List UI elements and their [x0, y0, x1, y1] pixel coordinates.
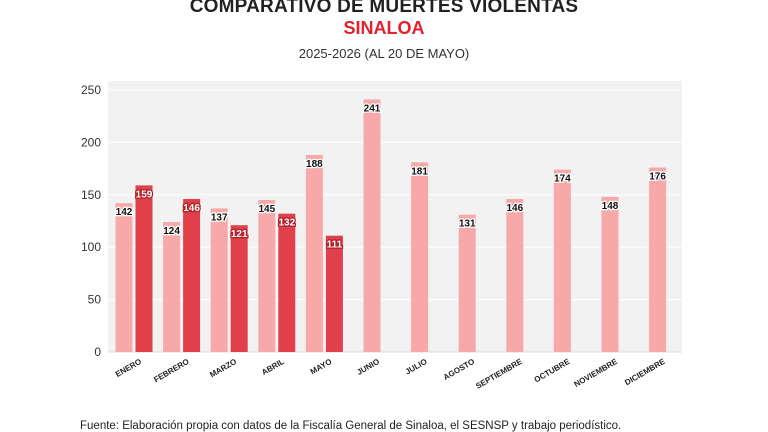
data-label-2025: 241 — [364, 103, 381, 114]
bar-2025 — [210, 208, 228, 352]
bar-2025 — [506, 198, 524, 352]
data-label-2025: 188 — [306, 159, 323, 170]
data-label-2026: 146 — [183, 203, 200, 214]
data-label-2025: 137 — [211, 212, 228, 223]
x-tick-label: JUNIO — [355, 357, 381, 377]
data-label-2026: 121 — [231, 229, 248, 240]
data-label-2025: 142 — [116, 207, 133, 218]
bar-2025 — [163, 222, 181, 352]
x-tick-label: ABRIL — [260, 357, 286, 377]
bar-2026 — [183, 198, 201, 352]
bar-2025 — [411, 162, 429, 352]
bar-2025 — [305, 154, 323, 352]
plot-area — [108, 81, 682, 352]
data-label-2025: 146 — [506, 203, 523, 214]
bar-2025 — [553, 169, 571, 352]
bar-2026 — [278, 213, 296, 352]
data-label-2026: 111 — [327, 240, 343, 251]
data-label-2026: 159 — [136, 189, 153, 200]
y-tick-label: 250 — [81, 83, 101, 97]
x-tick-label: SEPTIEMBRE — [474, 357, 524, 391]
data-label-2025: 131 — [459, 219, 476, 230]
y-tick-label: 50 — [88, 293, 102, 307]
data-label-2026: 132 — [278, 218, 295, 229]
x-tick-label: NOVIEMBRE — [573, 357, 620, 389]
x-tick-label: DICIEMBRE — [623, 357, 667, 388]
source-note: Fuente: Elaboración propia con datos de … — [80, 420, 622, 432]
x-tick-label: ENERO — [114, 357, 143, 379]
x-tick-label: OCTUBRE — [533, 357, 572, 385]
x-tick-label: AGOSTO — [442, 357, 476, 382]
y-tick-label: 150 — [81, 188, 101, 202]
y-tick-label: 0 — [94, 345, 101, 359]
data-label-2025: 145 — [258, 204, 275, 215]
data-label-2025: 176 — [649, 172, 666, 183]
data-label-2025: 124 — [163, 226, 180, 237]
data-label-2025: 181 — [411, 166, 428, 177]
bar-2026 — [135, 185, 153, 352]
bar-2026 — [230, 225, 248, 352]
chart-subtitle: SINALOA — [343, 18, 425, 38]
data-label-2025: 174 — [554, 174, 571, 185]
bar-2025 — [601, 196, 619, 352]
chart-period: 2025-2026 (AL 20 DE MAYO) — [298, 46, 470, 61]
bar-2025 — [649, 167, 667, 352]
bar-2026 — [325, 235, 343, 352]
y-tick-label: 100 — [81, 240, 101, 254]
bar-2025 — [363, 99, 381, 352]
bar-2025 — [458, 214, 476, 352]
x-tick-label: MAYO — [309, 357, 334, 376]
x-tick-label: MARZO — [208, 357, 238, 379]
x-tick-label: FEBRERO — [152, 357, 190, 384]
y-tick-label: 200 — [81, 135, 101, 149]
x-tick-label: JULIO — [404, 357, 429, 377]
data-label-2025: 148 — [602, 201, 619, 212]
chart-title: COMPARATIVO DE MUERTES VIOLENTAS — [189, 0, 579, 17]
bar-2025 — [115, 203, 133, 352]
bar-2025 — [258, 200, 276, 352]
